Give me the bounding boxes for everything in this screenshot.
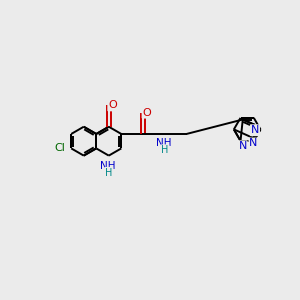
Text: H: H — [105, 168, 112, 178]
Text: H: H — [161, 145, 169, 155]
Text: N: N — [238, 141, 247, 151]
Text: O: O — [142, 108, 151, 118]
Text: N: N — [249, 138, 258, 148]
Text: NH: NH — [100, 161, 115, 171]
Text: Cl: Cl — [54, 143, 65, 153]
Text: N: N — [251, 125, 259, 135]
Text: NH: NH — [156, 138, 171, 148]
Text: O: O — [108, 100, 117, 110]
